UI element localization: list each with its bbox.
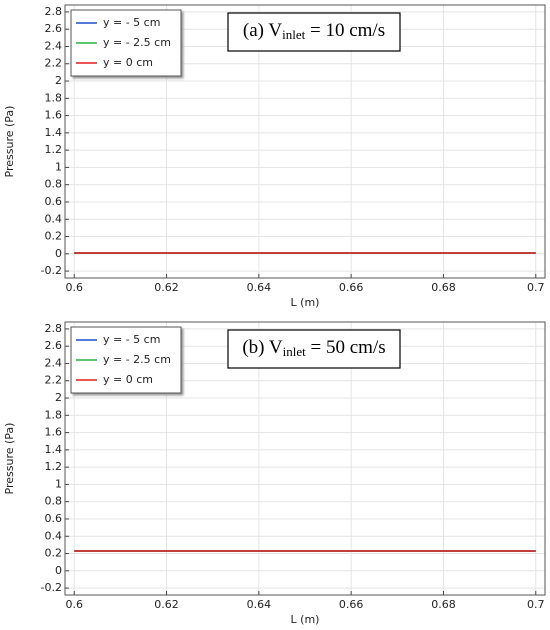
y-tick-label: 2.4 xyxy=(45,39,63,52)
y-tick-label: 0.6 xyxy=(45,512,63,525)
y-tick-label: 1 xyxy=(55,477,62,490)
x-tick-label: 0.62 xyxy=(154,598,179,611)
legend-label: y = 0 cm xyxy=(103,56,153,69)
y-tick-label: 1.8 xyxy=(45,408,63,421)
x-tick-label: 0.7 xyxy=(527,281,545,294)
legend-label: y = - 2.5 cm xyxy=(103,353,171,366)
x-tick-label: 0.7 xyxy=(527,598,545,611)
x-tick-label: 0.62 xyxy=(154,281,179,294)
y-tick-label: 0.2 xyxy=(45,547,63,560)
y-tick-label: 1.6 xyxy=(45,426,63,439)
y-tick-label: 2.2 xyxy=(45,57,63,70)
annotation-box xyxy=(227,329,401,369)
y-tick-label: 1.2 xyxy=(45,460,63,473)
y-tick-label: 0.8 xyxy=(45,495,63,508)
x-axis-label: L (m) xyxy=(291,296,320,309)
x-tick-label: 0.66 xyxy=(339,598,364,611)
y-tick-label: 2.8 xyxy=(45,322,63,335)
y-tick-label: 0 xyxy=(55,564,62,577)
y-axis-label: Pressure (Pa) xyxy=(3,106,16,178)
y-tick-label: 1.4 xyxy=(45,443,63,456)
y-tick-label: 0.8 xyxy=(45,178,63,191)
legend-label: y = - 5 cm xyxy=(103,16,160,29)
annotation-text: = 50 cm/s xyxy=(306,337,386,358)
y-axis-label: Pressure (Pa) xyxy=(3,423,16,495)
y-tick-label: 0.2 xyxy=(45,230,63,243)
y-tick-label: 2.8 xyxy=(45,5,63,18)
y-tick-label: 2 xyxy=(55,391,62,404)
y-tick-label: 0.4 xyxy=(45,529,63,542)
y-tick-label: -0.2 xyxy=(41,581,62,594)
y-tick-label: 1.6 xyxy=(45,109,63,122)
y-tick-label: 2.2 xyxy=(45,374,63,387)
annotation-text: = 10 cm/s xyxy=(305,20,385,41)
y-tick-label: 2.6 xyxy=(45,339,63,352)
y-tick-label: 2.6 xyxy=(45,22,63,35)
annotation-subscript: inlet xyxy=(282,27,305,42)
x-tick-label: 0.64 xyxy=(247,281,272,294)
annotation: (b) Vinlet = 50 cm/s xyxy=(242,337,385,359)
x-tick-label: 0.68 xyxy=(431,281,456,294)
x-tick-label: 0.66 xyxy=(339,281,364,294)
x-tick-label: 0.6 xyxy=(65,281,83,294)
x-tick-label: 0.64 xyxy=(247,598,272,611)
y-tick-label: 2 xyxy=(55,74,62,87)
y-tick-label: -0.2 xyxy=(41,264,62,277)
legend-label: y = - 2.5 cm xyxy=(103,36,171,49)
y-tick-label: 0 xyxy=(55,247,62,260)
annotation: (a) Vinlet = 10 cm/s xyxy=(243,20,385,42)
y-tick-label: 1.4 xyxy=(45,126,63,139)
y-tick-label: 1.8 xyxy=(45,91,63,104)
legend-label: y = - 5 cm xyxy=(103,333,160,346)
y-tick-label: 1.2 xyxy=(45,143,63,156)
x-axis-label: L (m) xyxy=(291,613,320,626)
legend-label: y = 0 cm xyxy=(103,373,153,386)
annotation-text: (a) V xyxy=(243,20,282,41)
annotation-box xyxy=(227,12,401,52)
plot-frame xyxy=(64,4,546,279)
x-tick-label: 0.6 xyxy=(65,598,83,611)
x-tick-label: 0.68 xyxy=(431,598,456,611)
y-tick-label: 1 xyxy=(55,160,62,173)
y-tick-label: 0.4 xyxy=(45,212,63,225)
y-tick-label: 2.4 xyxy=(45,356,63,369)
annotation-subscript: inlet xyxy=(283,344,306,359)
y-tick-label: 0.6 xyxy=(45,195,63,208)
annotation-text: (b) V xyxy=(242,337,283,358)
plot-frame xyxy=(64,321,546,596)
